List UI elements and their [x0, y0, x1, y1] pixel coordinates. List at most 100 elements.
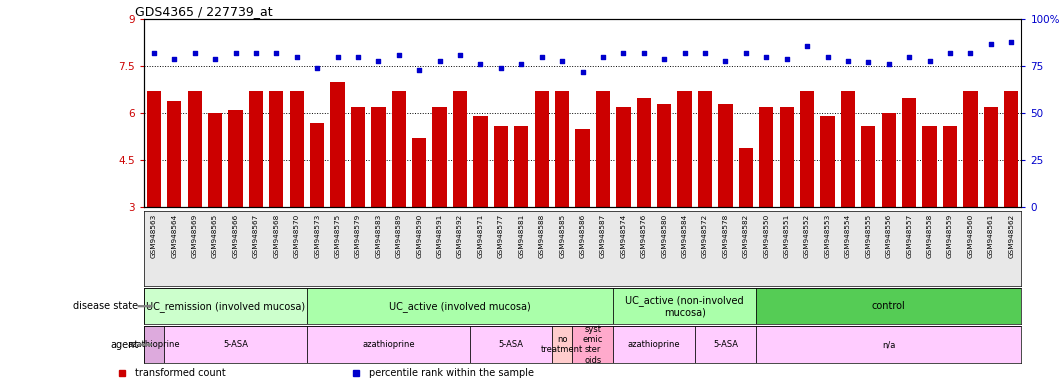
Point: [575, 69, 592, 75]
Bar: [164, 326, 306, 363]
Point: [778, 56, 795, 62]
Text: GSM948586: GSM948586: [580, 214, 585, 258]
Text: UC_active (non-involved
mucosa): UC_active (non-involved mucosa): [626, 295, 744, 318]
Bar: [698, 91, 712, 301]
Text: GSM948579: GSM948579: [355, 214, 361, 258]
Text: azathioprine: azathioprine: [363, 340, 415, 349]
Bar: [636, 98, 651, 301]
Bar: [613, 326, 695, 363]
Text: GDS4365 / 227739_at: GDS4365 / 227739_at: [135, 5, 272, 18]
Bar: [616, 107, 631, 301]
Text: GSM948591: GSM948591: [436, 214, 443, 258]
Bar: [470, 326, 552, 363]
Text: GSM948555: GSM948555: [865, 214, 871, 258]
Text: GSM948571: GSM948571: [478, 214, 483, 258]
Text: GSM948565: GSM948565: [212, 214, 218, 258]
Text: GSM948588: GSM948588: [538, 214, 545, 258]
Point: [451, 52, 468, 58]
Text: GSM948577: GSM948577: [498, 214, 504, 258]
Text: GSM948578: GSM948578: [722, 214, 729, 258]
Bar: [757, 288, 1021, 324]
Point: [206, 56, 223, 62]
Text: GSM948572: GSM948572: [702, 214, 708, 258]
Text: 5-ASA: 5-ASA: [499, 340, 523, 349]
Bar: [841, 91, 855, 301]
Bar: [555, 91, 569, 301]
Text: GSM948552: GSM948552: [804, 214, 810, 258]
Bar: [147, 91, 161, 301]
Point: [349, 54, 366, 60]
Point: [431, 58, 448, 64]
Bar: [432, 107, 447, 301]
Text: GSM948569: GSM948569: [192, 214, 198, 258]
Bar: [718, 104, 733, 301]
Text: GSM948590: GSM948590: [416, 214, 422, 258]
Point: [799, 43, 816, 49]
Text: GSM948582: GSM948582: [743, 214, 749, 258]
Bar: [306, 326, 470, 363]
Point: [942, 50, 959, 56]
Bar: [963, 91, 978, 301]
Bar: [780, 107, 794, 301]
Text: GSM948587: GSM948587: [600, 214, 606, 258]
Bar: [392, 91, 406, 301]
Bar: [759, 107, 774, 301]
Bar: [514, 126, 529, 301]
Point: [248, 50, 265, 56]
Bar: [820, 116, 834, 301]
Bar: [757, 326, 1021, 363]
Point: [370, 58, 387, 64]
Point: [819, 54, 836, 60]
Point: [329, 54, 346, 60]
Text: GSM948563: GSM948563: [151, 214, 156, 258]
Bar: [144, 288, 306, 324]
Text: GSM948589: GSM948589: [396, 214, 402, 258]
Text: GSM948575: GSM948575: [334, 214, 340, 258]
Text: no
treatment: no treatment: [541, 335, 583, 354]
Point: [595, 54, 612, 60]
Bar: [269, 91, 283, 301]
Bar: [187, 91, 202, 301]
Point: [615, 50, 632, 56]
Text: GSM948592: GSM948592: [458, 214, 463, 258]
Text: GSM948560: GSM948560: [967, 214, 974, 258]
Point: [166, 56, 183, 62]
Point: [553, 58, 570, 64]
Text: GSM948573: GSM948573: [314, 214, 320, 258]
Bar: [351, 107, 365, 301]
Text: GSM948556: GSM948556: [885, 214, 892, 258]
Text: GSM948580: GSM948580: [661, 214, 667, 258]
Text: syst
emic
ster
oids: syst emic ster oids: [583, 324, 603, 365]
Point: [900, 54, 917, 60]
Text: GSM948584: GSM948584: [682, 214, 687, 258]
Text: GSM948553: GSM948553: [825, 214, 831, 258]
Bar: [412, 138, 427, 301]
Bar: [534, 91, 549, 301]
Bar: [453, 91, 467, 301]
Text: GSM948564: GSM948564: [171, 214, 178, 258]
Text: n/a: n/a: [882, 340, 896, 349]
Bar: [331, 82, 345, 301]
Point: [697, 50, 714, 56]
Bar: [678, 91, 692, 301]
Point: [839, 58, 857, 64]
Text: GSM948566: GSM948566: [233, 214, 238, 258]
Text: GSM948583: GSM948583: [376, 214, 381, 258]
Point: [880, 61, 897, 68]
Bar: [371, 107, 385, 301]
Bar: [984, 107, 998, 301]
Point: [513, 61, 530, 68]
Bar: [229, 110, 243, 301]
Point: [717, 58, 734, 64]
Text: GSM948570: GSM948570: [294, 214, 300, 258]
Bar: [289, 91, 304, 301]
Bar: [144, 326, 164, 363]
Bar: [576, 129, 589, 301]
Bar: [310, 123, 325, 301]
Point: [186, 50, 203, 56]
Bar: [658, 104, 671, 301]
Text: GSM948551: GSM948551: [784, 214, 789, 258]
Point: [533, 54, 550, 60]
Bar: [943, 126, 958, 301]
Text: GSM948550: GSM948550: [763, 214, 769, 258]
